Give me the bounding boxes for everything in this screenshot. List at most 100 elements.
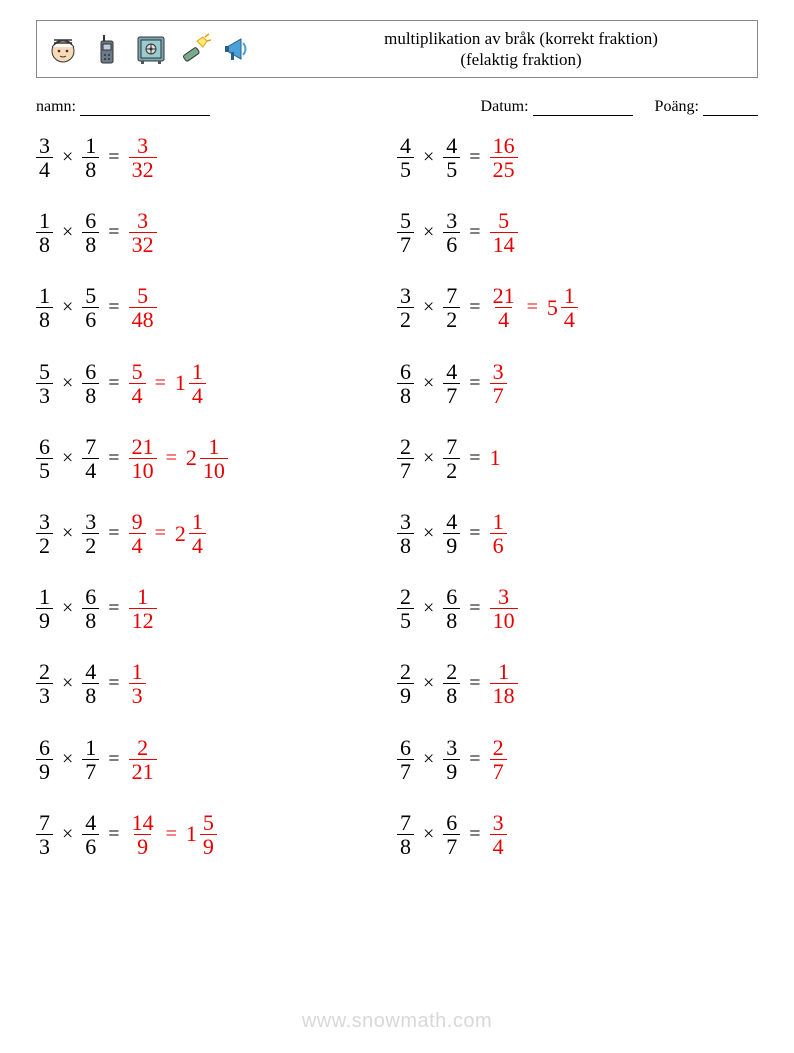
equals-op: =: [105, 221, 122, 244]
title-line1: multiplikation av bråk (korrekt fraktion…: [295, 28, 747, 49]
mixed-answer: 2110: [186, 435, 228, 482]
equals-op: =: [105, 296, 122, 319]
info-row: namn: Datum: Poäng:: [36, 98, 758, 116]
equation: 18×56=548: [36, 284, 157, 331]
problem-left: 65×74=2110=2110: [36, 435, 397, 482]
equation: 53×68=54=114: [36, 360, 206, 407]
problem-row: 32×32=94=21438×49=16: [36, 510, 758, 557]
times-op: ×: [59, 672, 76, 695]
equation: 65×74=2110=2110: [36, 435, 228, 482]
problem-row: 23×48=1329×28=118: [36, 660, 758, 707]
problem-row: 53×68=54=11468×47=37: [36, 360, 758, 407]
problem-row: 73×46=149=15978×67=34: [36, 811, 758, 858]
equation: 38×49=16: [397, 510, 507, 557]
times-op: ×: [59, 221, 76, 244]
score-label: Poäng:: [655, 98, 699, 115]
equation: 34×18=332: [36, 134, 157, 181]
problem-row: 69×17=221 67×39=27: [36, 736, 758, 783]
equals-op: =: [466, 372, 483, 395]
equals-op: =: [466, 296, 483, 319]
equation: 25×68=310: [397, 585, 518, 632]
times-op: ×: [420, 447, 437, 470]
safe-icon: [135, 33, 167, 65]
problem-left: 23×48=13: [36, 660, 397, 707]
answer: 16: [490, 510, 507, 557]
times-op: ×: [59, 522, 76, 545]
equals-op: =: [105, 447, 122, 470]
problem-right: 78×67=34: [397, 811, 758, 858]
worksheet-title: multiplikation av bråk (korrekt fraktion…: [255, 28, 747, 71]
answer: 27: [490, 736, 507, 783]
answer: 1625: [490, 134, 518, 181]
equation: 27×72=1: [397, 435, 501, 482]
equals-op: =: [524, 296, 541, 319]
times-op: ×: [420, 748, 437, 771]
equals-op: =: [466, 146, 483, 169]
answer: 310: [490, 585, 518, 632]
mixed-answer: 214: [175, 510, 206, 557]
mixed-answer: 159: [186, 811, 217, 858]
equals-op: =: [105, 823, 122, 846]
equals-op: =: [105, 146, 122, 169]
prisoner-icon: [47, 33, 79, 65]
problem-row: 65×74=2110=211027×72=1: [36, 435, 758, 482]
answer: 37: [490, 360, 507, 407]
times-op: ×: [420, 296, 437, 319]
answer: 332: [129, 134, 157, 181]
answer: 332: [129, 209, 157, 256]
times-op: ×: [420, 372, 437, 395]
equals-op: =: [163, 447, 180, 470]
problem-right: 38×49=16: [397, 510, 758, 557]
answer: 112: [129, 585, 157, 632]
equation: 23×48=13: [36, 660, 146, 707]
equation: 32×32=94=214: [36, 510, 206, 557]
name-label: namn:: [36, 98, 76, 115]
answer: 214: [490, 284, 518, 331]
equals-op: =: [466, 823, 483, 846]
problem-left: 18×56=548: [36, 284, 397, 331]
problem-left: 32×32=94=214: [36, 510, 397, 557]
problem-right: 27×72=1: [397, 435, 758, 482]
problem-left: 18×68=332: [36, 209, 397, 256]
problem-right: 45×45=1625: [397, 134, 758, 181]
name-blank: [80, 99, 210, 116]
score-blank: [703, 99, 758, 116]
equals-op: =: [152, 372, 169, 395]
equation: 67×39=27: [397, 736, 507, 783]
equation: 19×68=112: [36, 585, 157, 632]
problem-right: 67×39=27: [397, 736, 758, 783]
times-op: ×: [59, 372, 76, 395]
problems-grid: 34×18=33245×45=162518×68=33257×36=51418×…: [36, 134, 758, 858]
equation: 29×28=118: [397, 660, 518, 707]
problem-right: 29×28=118: [397, 660, 758, 707]
equals-op: =: [105, 748, 122, 771]
times-op: ×: [420, 522, 437, 545]
problem-right: 68×47=37: [397, 360, 758, 407]
times-op: ×: [420, 221, 437, 244]
equals-op: =: [105, 522, 122, 545]
equation: 73×46=149=159: [36, 811, 217, 858]
answer: 149: [129, 811, 157, 858]
answer: 13: [129, 660, 146, 707]
times-op: ×: [59, 447, 76, 470]
problem-left: 19×68=112: [36, 585, 397, 632]
answer: 548: [129, 284, 157, 331]
answer: 94: [129, 510, 146, 557]
problem-row: 18×68=33257×36=514: [36, 209, 758, 256]
times-op: ×: [59, 823, 76, 846]
title-line2: (felaktig fraktion): [295, 49, 747, 70]
problem-left: 53×68=54=114: [36, 360, 397, 407]
problem-right: 57×36=514: [397, 209, 758, 256]
equation: 68×47=37: [397, 360, 507, 407]
equation: 69×17=221: [36, 736, 157, 783]
answer: 2110: [129, 435, 157, 482]
equals-op: =: [466, 522, 483, 545]
date-blank: [533, 99, 633, 116]
equals-op: =: [152, 522, 169, 545]
footer-watermark: www.snowmath.com: [0, 1010, 794, 1033]
problem-left: 73×46=149=159: [36, 811, 397, 858]
problem-row: 18×56=54832×72=214=514: [36, 284, 758, 331]
times-op: ×: [420, 823, 437, 846]
equals-op: =: [163, 823, 180, 846]
equals-op: =: [105, 672, 122, 695]
